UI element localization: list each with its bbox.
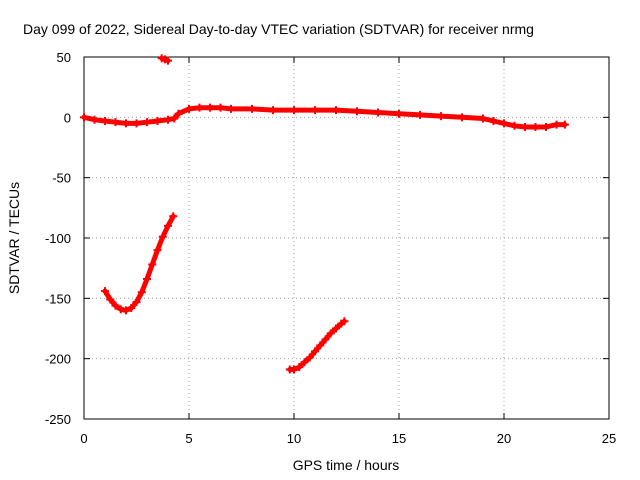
data-point — [122, 119, 130, 128]
y-tick-label: -250 — [45, 412, 71, 427]
data-point — [353, 107, 361, 116]
data-point — [164, 221, 172, 230]
y-tick-label: 0 — [64, 110, 71, 125]
data-point — [248, 104, 256, 113]
data-point — [332, 106, 340, 115]
data-point — [552, 120, 561, 129]
y-tick-label: -100 — [45, 231, 71, 246]
data-point — [80, 113, 88, 122]
y-axis-label: SDTVAR / TECUs — [6, 182, 22, 294]
data-point — [153, 116, 162, 125]
data-point — [321, 335, 330, 344]
y-tick-label: 50 — [57, 50, 71, 65]
data-point — [148, 260, 157, 269]
data-point — [374, 108, 382, 117]
data-point — [531, 122, 540, 131]
data-point — [290, 365, 298, 374]
x-tick-label: 0 — [80, 431, 87, 446]
data-point — [116, 305, 125, 314]
data-point — [269, 106, 277, 115]
data-point — [227, 104, 235, 113]
chart-title: Day 099 of 2022, Sidereal Day-to-day VTE… — [23, 21, 534, 37]
data-point — [164, 115, 172, 124]
data-point — [111, 118, 120, 127]
data-point — [458, 113, 466, 122]
data-point — [416, 110, 424, 119]
data-point — [521, 122, 529, 131]
series-line — [102, 213, 176, 313]
data-point — [340, 317, 349, 326]
data-point — [122, 306, 130, 315]
x-tick-label: 10 — [287, 431, 301, 446]
x-tick-label: 15 — [392, 431, 406, 446]
data-point — [479, 114, 487, 123]
data-point — [90, 115, 99, 124]
data-point — [311, 106, 319, 115]
data-point — [170, 114, 179, 123]
y-tick-label: -50 — [52, 171, 71, 186]
data-point — [164, 56, 172, 65]
data-point — [326, 329, 335, 338]
data-point — [316, 341, 325, 350]
data-point — [137, 288, 146, 297]
y-tick-label: -200 — [45, 352, 71, 367]
data-point — [169, 212, 178, 221]
data-point — [132, 119, 141, 128]
data-point — [216, 103, 225, 112]
data-point — [106, 295, 115, 304]
data-point — [510, 121, 519, 130]
data-point — [195, 103, 204, 112]
data-point — [290, 106, 298, 115]
data-point — [153, 246, 162, 255]
data-point — [143, 275, 151, 284]
x-tick-label: 20 — [497, 431, 511, 446]
data-point — [300, 358, 309, 367]
data-point — [206, 103, 214, 112]
x-axis-label: GPS time / hours — [293, 457, 400, 473]
x-tick-label: 5 — [185, 431, 192, 446]
data-points — [80, 54, 569, 374]
data-point — [174, 109, 183, 118]
data-point — [437, 112, 445, 121]
data-point — [143, 118, 151, 127]
data-point — [127, 303, 136, 312]
data-point — [542, 122, 550, 131]
data-point — [500, 119, 508, 128]
data-point — [158, 232, 167, 241]
data-point — [332, 324, 340, 333]
data-point — [311, 347, 319, 356]
data-point — [305, 353, 314, 362]
data-point — [560, 120, 569, 129]
data-point — [111, 301, 120, 310]
data-point — [295, 363, 304, 372]
data-point — [489, 116, 498, 125]
x-tick-label: 25 — [602, 431, 616, 446]
data-point — [132, 297, 141, 306]
axis-ticks: 0 5 10 15 20 25 50 0 -50 -100 -150 -200 -250 — [45, 50, 616, 446]
data-point — [395, 109, 403, 118]
data-point — [101, 116, 109, 125]
data-point — [101, 287, 109, 296]
y-tick-label: -150 — [45, 291, 71, 306]
data-point — [185, 104, 193, 113]
